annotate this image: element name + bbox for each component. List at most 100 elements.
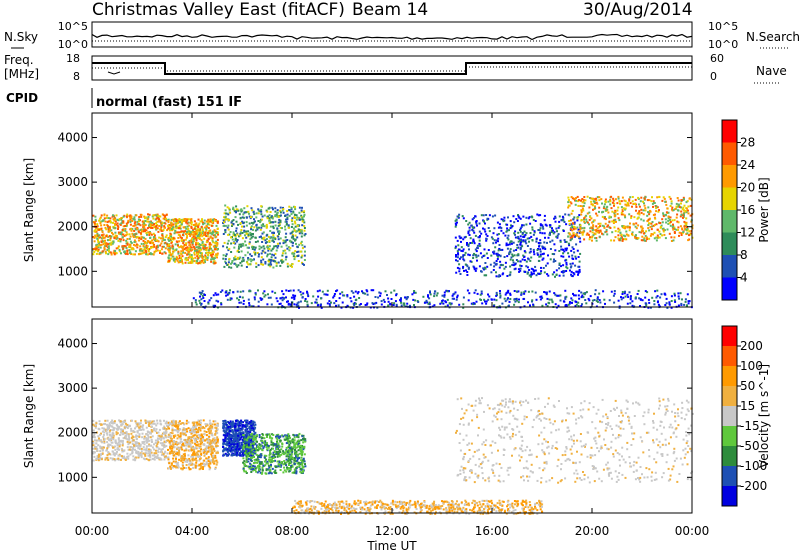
echo-point (492, 251, 495, 254)
echo-point (637, 196, 640, 199)
echo-point (192, 238, 195, 241)
echo-point (204, 247, 207, 250)
echo-point (239, 261, 242, 264)
echo-point (585, 291, 588, 294)
echo-point (93, 433, 96, 436)
echo-point (99, 251, 102, 254)
echo-point (395, 294, 398, 297)
echo-point (571, 197, 574, 200)
echo-point (484, 300, 486, 303)
echo-point (460, 240, 462, 243)
echo-point (352, 291, 355, 294)
echo-point (147, 217, 150, 220)
echo-point (149, 232, 152, 234)
y-tick-label: 1000 (57, 264, 88, 278)
echo-point (117, 454, 120, 457)
freq-tick-top: 18 (66, 52, 80, 65)
echo-point (133, 222, 136, 225)
echo-point (469, 260, 472, 263)
echo-point (252, 305, 255, 308)
echo-point (665, 221, 668, 224)
echo-point (622, 234, 625, 237)
echo-point (96, 232, 99, 235)
echo-point (201, 221, 204, 224)
echo-point (203, 430, 206, 433)
echo-point (554, 249, 557, 252)
echo-point (114, 220, 117, 223)
echo-point (206, 451, 209, 454)
echo-point (203, 245, 206, 248)
echo-point (160, 451, 162, 453)
echo-point (179, 252, 182, 255)
echo-point (254, 236, 257, 239)
echo-point (553, 217, 556, 220)
echo-point (129, 251, 132, 254)
echo-point (164, 226, 166, 229)
echo-point (605, 218, 607, 221)
echo-point (155, 217, 158, 220)
echo-point (191, 242, 194, 245)
echo-point (196, 225, 199, 228)
echo-point (152, 232, 155, 235)
sky-panel: N.Sky 10^5 10^0 N.Search 10^5 10^0 (4, 20, 800, 51)
echo-point (456, 239, 459, 242)
echo-point (133, 216, 136, 219)
echo-point (471, 218, 474, 221)
echo-point (114, 440, 117, 443)
echo-point (213, 218, 216, 221)
echo-point (661, 234, 664, 237)
echo-point (584, 199, 587, 202)
echo-point (689, 232, 692, 235)
echo-point (226, 206, 229, 209)
echo-point (152, 253, 155, 256)
echo-point (194, 256, 197, 259)
echo-point (124, 431, 127, 434)
echo-point (207, 445, 210, 448)
echo-point (274, 256, 277, 259)
echo-point (672, 239, 675, 242)
echo-point (291, 244, 294, 247)
echo-point (275, 249, 278, 252)
echo-point (459, 237, 462, 240)
echo-point (458, 303, 461, 306)
echo-point (165, 420, 168, 423)
echo-point (94, 215, 97, 218)
echo-point (655, 239, 658, 242)
echo-point (255, 223, 258, 226)
echo-point (509, 298, 512, 300)
echo-point (648, 199, 651, 202)
echo-point (161, 448, 164, 451)
echo-point (130, 228, 133, 231)
echo-point (576, 234, 579, 237)
echo-point (466, 289, 469, 292)
echo-point (567, 206, 570, 209)
echo-point (390, 298, 393, 300)
echo-point (584, 299, 587, 301)
echo-point (192, 245, 195, 248)
echo-point (135, 232, 138, 235)
echo-point (274, 224, 277, 227)
echo-point (687, 205, 690, 208)
echo-point (589, 230, 592, 233)
echo-point (136, 235, 139, 238)
echo-point (581, 294, 584, 297)
echo-point (680, 206, 683, 209)
echo-point (117, 438, 120, 441)
echo-point (659, 296, 662, 299)
echo-point (673, 231, 676, 233)
echo-point (230, 251, 233, 253)
echo-point (566, 267, 569, 270)
echo-point (125, 234, 127, 237)
echo-point (521, 224, 524, 227)
echo-point (350, 300, 353, 303)
echo-point (466, 243, 468, 246)
echo-point (199, 455, 202, 458)
echo-point (651, 196, 653, 199)
echo-point (641, 235, 644, 238)
echo-point (111, 422, 113, 424)
echo-point (239, 232, 242, 235)
echo-point (201, 242, 204, 244)
echo-point (209, 444, 212, 447)
echo-point (379, 292, 382, 295)
echo-point (522, 240, 525, 243)
